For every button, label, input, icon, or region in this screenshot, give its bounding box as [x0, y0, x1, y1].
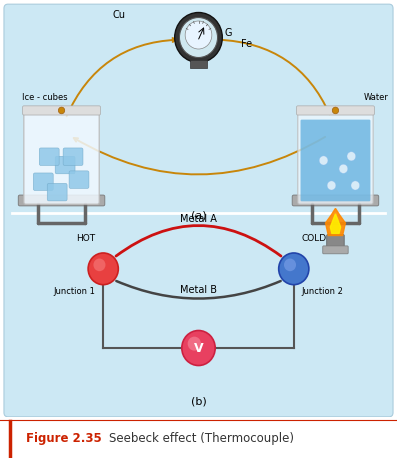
Circle shape: [351, 181, 360, 190]
Circle shape: [185, 21, 212, 49]
Circle shape: [182, 331, 215, 365]
FancyBboxPatch shape: [47, 183, 67, 201]
Circle shape: [58, 107, 65, 114]
FancyBboxPatch shape: [298, 109, 373, 204]
Text: Junction 1: Junction 1: [54, 287, 95, 296]
Text: Metal A: Metal A: [180, 214, 217, 224]
FancyBboxPatch shape: [327, 234, 344, 247]
FancyBboxPatch shape: [55, 156, 75, 174]
FancyBboxPatch shape: [292, 195, 379, 206]
Circle shape: [175, 12, 222, 63]
Circle shape: [93, 258, 106, 271]
FancyBboxPatch shape: [33, 173, 53, 191]
Text: Water: Water: [363, 93, 388, 103]
FancyBboxPatch shape: [18, 195, 105, 206]
FancyArrowPatch shape: [116, 281, 281, 299]
FancyArrowPatch shape: [218, 40, 330, 114]
Text: Seebeck effect (Thermocouple): Seebeck effect (Thermocouple): [109, 432, 294, 445]
Text: Figure 2.35: Figure 2.35: [26, 432, 102, 445]
FancyBboxPatch shape: [69, 171, 89, 188]
FancyBboxPatch shape: [39, 148, 59, 165]
Text: Junction 2: Junction 2: [302, 287, 343, 296]
Text: Cu: Cu: [113, 10, 125, 20]
Text: (b): (b): [191, 396, 206, 406]
FancyArrowPatch shape: [74, 137, 325, 174]
Circle shape: [319, 156, 328, 165]
FancyBboxPatch shape: [297, 106, 374, 115]
Circle shape: [347, 152, 356, 161]
Circle shape: [327, 181, 336, 190]
FancyBboxPatch shape: [63, 148, 83, 165]
Text: COLD: COLD: [302, 234, 327, 243]
Text: HOT: HOT: [76, 234, 95, 243]
FancyBboxPatch shape: [323, 246, 348, 254]
Circle shape: [284, 258, 296, 271]
FancyBboxPatch shape: [24, 109, 99, 204]
Polygon shape: [330, 214, 341, 234]
Circle shape: [332, 107, 339, 114]
Circle shape: [179, 17, 218, 58]
Circle shape: [279, 253, 309, 285]
FancyBboxPatch shape: [301, 120, 370, 202]
Bar: [190, 60, 207, 68]
Text: Fe: Fe: [241, 39, 252, 49]
Text: (a): (a): [191, 211, 206, 220]
Polygon shape: [326, 208, 345, 235]
FancyBboxPatch shape: [23, 106, 100, 115]
Text: V: V: [194, 342, 203, 354]
FancyBboxPatch shape: [4, 4, 393, 417]
Circle shape: [88, 253, 118, 285]
FancyArrowPatch shape: [116, 225, 281, 256]
Circle shape: [339, 164, 348, 174]
Text: Metal B: Metal B: [180, 285, 217, 294]
Text: Ice - cubes: Ice - cubes: [22, 93, 67, 103]
FancyArrowPatch shape: [67, 38, 177, 116]
Circle shape: [188, 337, 201, 351]
Text: G: G: [225, 28, 232, 38]
